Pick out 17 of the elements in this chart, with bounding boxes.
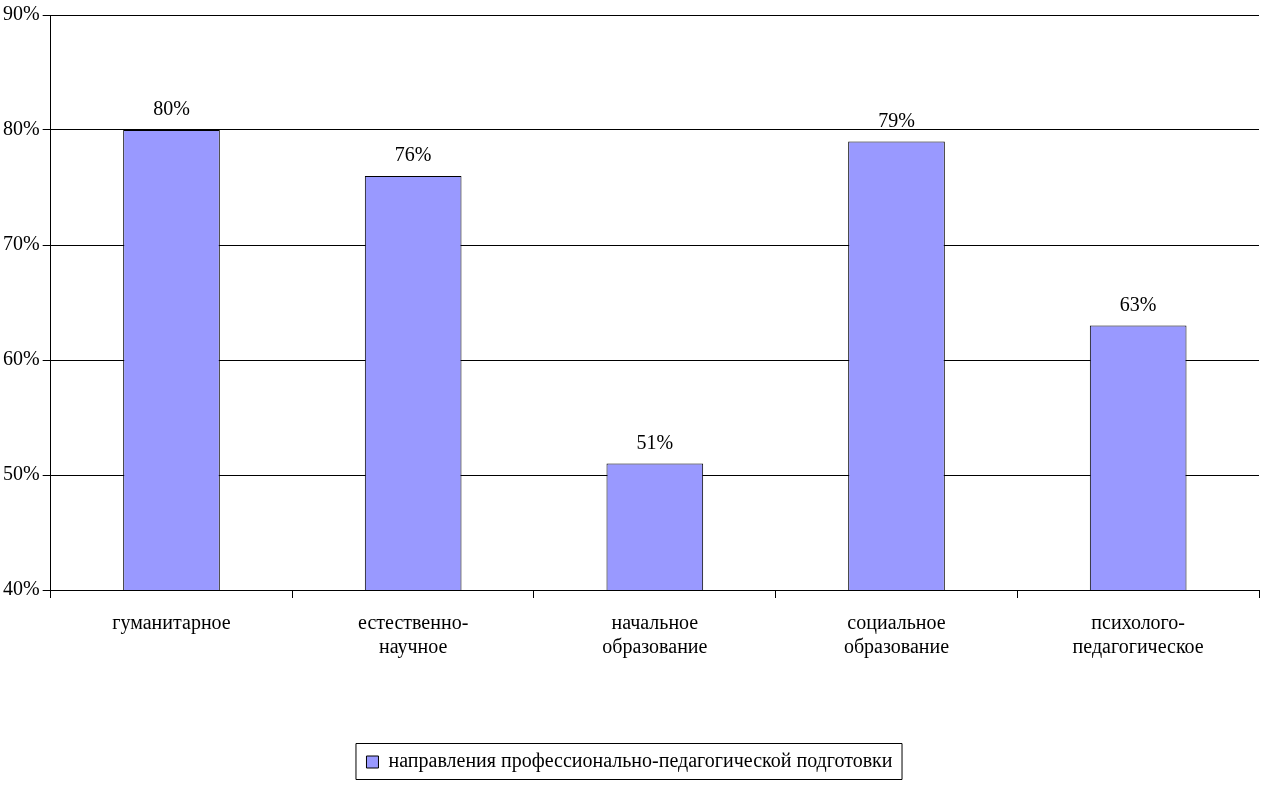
x-tick-label: гуманитарное [112,611,231,635]
x-tick-label: начальное образование [602,611,708,659]
data-label: 80% [153,97,190,120]
data-label: 79% [878,108,915,131]
data-label: 63% [1119,292,1157,315]
x-tick-label: естественно-научное [358,611,469,659]
y-tick-label: 60% [2,347,40,370]
data-label: 76% [394,143,432,166]
x-tick-label: социальное образование [843,611,950,659]
legend-label: направления профессионально-педагогической подготовки [388,749,893,773]
y-tick-label: 90% [2,2,40,25]
y-tick-label: 70% [2,232,40,255]
x-tick-label: психолого-педагогическое [1072,611,1204,659]
y-tick-label: 50% [2,462,40,485]
y-tick-label: 80% [2,117,40,140]
data-label: 51% [636,430,674,453]
y-tick-label: 40% [2,577,40,600]
